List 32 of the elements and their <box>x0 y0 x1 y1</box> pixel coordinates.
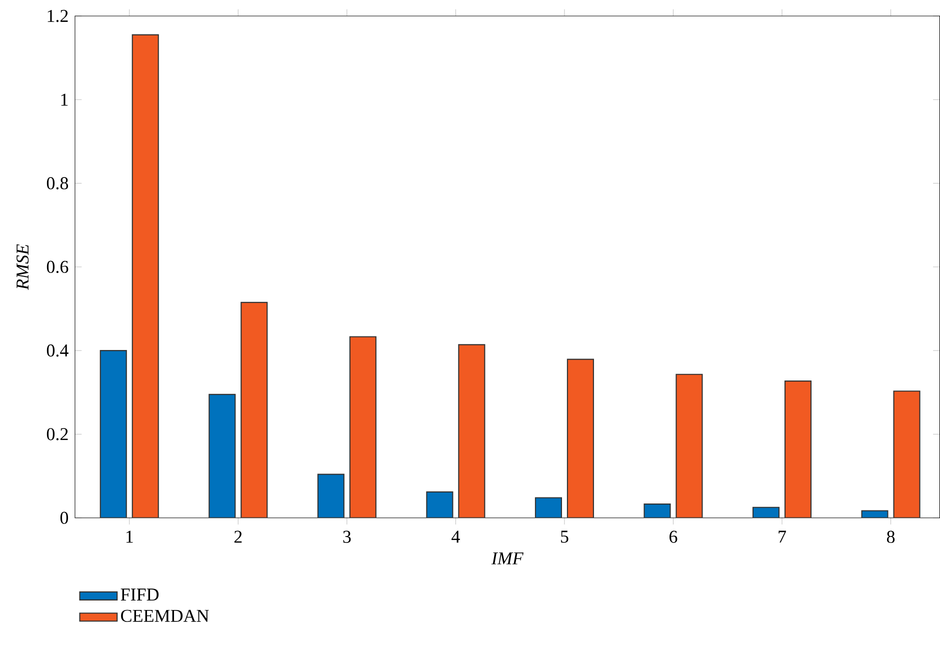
bar <box>676 374 703 518</box>
legend-label: CEEMDAN <box>121 610 209 622</box>
bar <box>100 350 127 518</box>
x-tick-label: 1 <box>126 530 133 543</box>
bar <box>426 491 454 518</box>
x-tick-label: 8 <box>886 530 895 543</box>
y-tick-label: 1 <box>61 94 68 106</box>
y-axis-title: RMSE <box>16 244 29 290</box>
bar <box>240 302 268 518</box>
bar <box>784 380 812 518</box>
x-tick-label: 5 <box>561 530 568 543</box>
y-tick-label: 0.4 <box>46 344 68 357</box>
bar <box>893 390 920 518</box>
x-tick-label: 7 <box>778 530 786 543</box>
bar <box>566 358 594 518</box>
y-tick-label: 0.2 <box>46 428 68 440</box>
legend-label: FIFD <box>120 588 159 601</box>
bar <box>208 394 236 518</box>
bar <box>349 336 376 518</box>
x-tick-label: 4 <box>452 530 460 543</box>
x-tick-label: 3 <box>343 530 351 543</box>
x-tick-label: 6 <box>670 530 678 543</box>
bar <box>317 474 344 518</box>
x-tick-label: 2 <box>234 530 242 543</box>
bar <box>534 497 562 518</box>
bar <box>458 344 486 518</box>
y-tick-label: 0 <box>60 512 68 524</box>
y-tick-label: 1.2 <box>48 10 68 22</box>
x-axis-title: IMF <box>491 552 524 564</box>
bar <box>132 34 159 518</box>
y-tick-label: 0.6 <box>46 260 68 274</box>
y-tick-label: 0.8 <box>46 177 68 190</box>
